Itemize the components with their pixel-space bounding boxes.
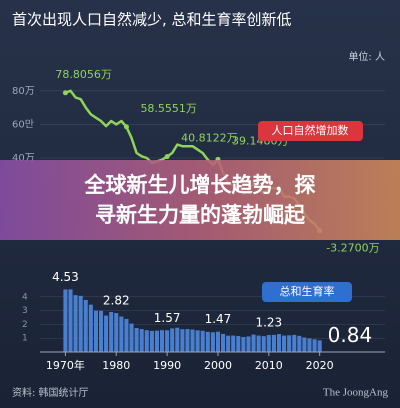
- logo: The JoongAng: [323, 387, 389, 399]
- bar: [317, 340, 322, 352]
- bar: [195, 330, 200, 352]
- bar: [104, 315, 109, 352]
- bar: [221, 333, 226, 352]
- bar: [109, 311, 114, 352]
- bar: [98, 310, 104, 352]
- bar: [256, 335, 261, 352]
- point: [123, 124, 129, 130]
- data-label: 0.84: [328, 323, 373, 347]
- y-tick-label: 4: [22, 292, 28, 302]
- banner: [0, 160, 400, 240]
- legend-label: 总和生育率: [280, 284, 335, 298]
- y-tick-label: 60만: [12, 118, 34, 130]
- bar: [200, 330, 205, 352]
- bar: [210, 332, 215, 352]
- bar: [226, 335, 231, 352]
- bar: [251, 334, 256, 352]
- bar: [266, 335, 271, 352]
- data-label: 40.8122万: [181, 132, 238, 145]
- bar: [119, 316, 124, 352]
- bar: [149, 330, 154, 352]
- x-tick-label: 1980: [102, 359, 130, 372]
- legend-tag: [258, 121, 363, 141]
- data-label: 1.57: [154, 311, 181, 325]
- banner-line: 寻新生力量的蓬勃崛起: [95, 203, 306, 227]
- x-tick-label: 2000: [204, 359, 232, 372]
- bar: [292, 334, 297, 352]
- data-label: 4.53: [52, 270, 79, 284]
- title: 首次出现人口自然减少, 总和生育率创新低: [12, 11, 292, 29]
- source: 资料: 韩国统计厅: [12, 386, 89, 399]
- bar: [307, 338, 312, 352]
- bar: [190, 329, 195, 352]
- data-label: 78.8056万: [55, 68, 112, 81]
- bar: [261, 336, 266, 352]
- point: [62, 90, 68, 96]
- y-tick-label: 2: [22, 320, 28, 330]
- x-tick-label: 1970年: [46, 358, 85, 372]
- data-label: 58.5551万: [140, 102, 197, 115]
- bar: [276, 334, 282, 352]
- bar: [63, 289, 68, 352]
- y-tick-label: 3: [22, 306, 28, 316]
- bar: [73, 295, 78, 352]
- bar: [241, 336, 246, 352]
- bar: [236, 335, 241, 352]
- x-tick-label: 2020: [306, 359, 334, 372]
- data-label: 1.23: [255, 316, 282, 330]
- bar: [205, 331, 210, 352]
- bar: [68, 289, 73, 352]
- bar: [170, 328, 175, 352]
- bar: [282, 335, 287, 352]
- point: [164, 154, 170, 160]
- bar: [175, 327, 180, 352]
- data-label: 2.82: [103, 294, 130, 308]
- bar: [93, 310, 98, 352]
- data-label: 1.47: [205, 312, 232, 326]
- bar: [215, 331, 220, 352]
- bar: [287, 335, 292, 352]
- bar: [139, 329, 144, 352]
- bar: [180, 329, 185, 352]
- bar: [246, 336, 251, 352]
- y-tick-label: 1: [22, 334, 28, 344]
- bar: [185, 329, 190, 352]
- bar: [312, 339, 317, 352]
- bar: [78, 295, 83, 352]
- bar: [302, 337, 307, 352]
- bar: [124, 319, 129, 352]
- y-tick-label: 40万: [12, 153, 35, 164]
- bar: [114, 313, 119, 352]
- unit: 单位: 人: [348, 50, 385, 63]
- bar: [165, 330, 170, 352]
- banner-line: 全球新生儿增长趋势，探: [84, 173, 316, 197]
- bar: [231, 335, 236, 352]
- bar: [88, 304, 93, 352]
- legend-label: 人口自然增加数: [272, 123, 349, 137]
- plot: 80万60만40万78.8056万58.5551万40.8122万39.1480…: [12, 68, 385, 372]
- legend-tag: [262, 282, 352, 302]
- bar: [129, 323, 134, 352]
- bar: [160, 330, 165, 352]
- y-tick-label: 80万: [12, 86, 35, 97]
- bar: [297, 335, 302, 352]
- bar: [144, 330, 149, 352]
- bar: [154, 330, 159, 352]
- x-tick-label: 2010: [255, 359, 283, 372]
- bar: [271, 334, 276, 352]
- data-label: -3.2700万: [326, 242, 379, 255]
- x-tick-label: 1990: [153, 359, 181, 372]
- bar: [83, 299, 88, 352]
- bar: [134, 327, 139, 352]
